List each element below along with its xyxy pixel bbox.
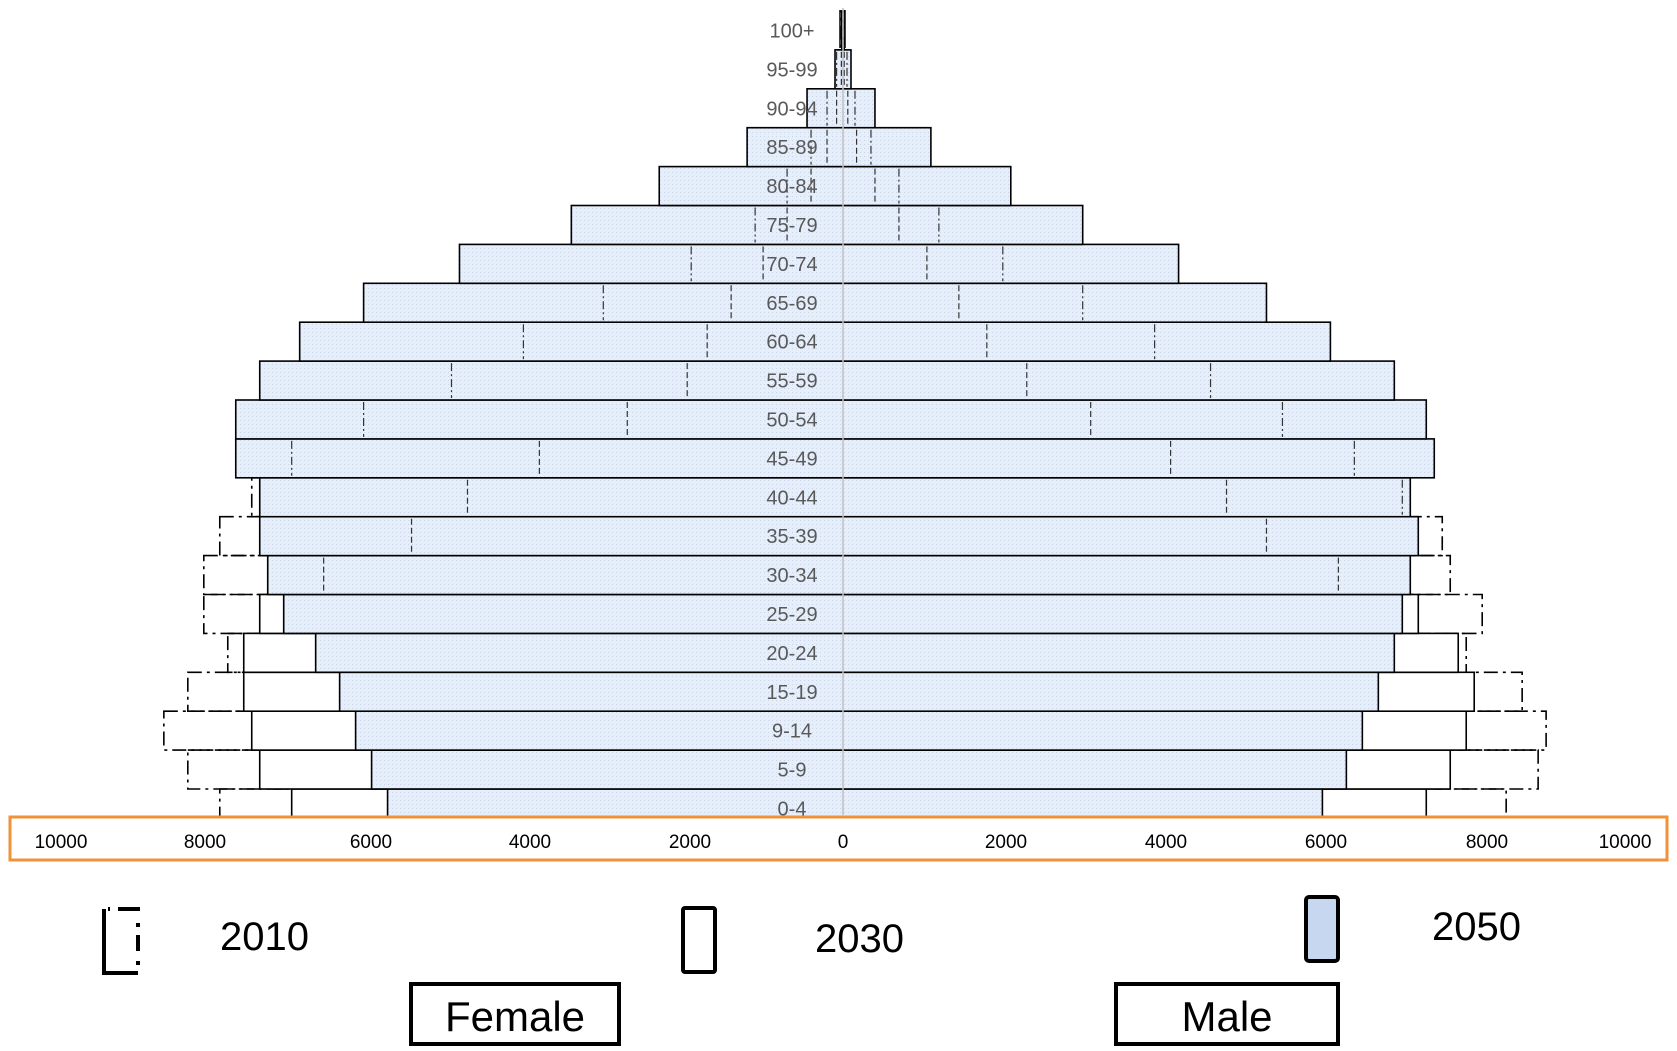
age-label-20-24: 20-24 [766, 643, 817, 665]
x-tick-label-9: 8000 [1466, 832, 1508, 853]
x-tick-label-1: 8000 [184, 832, 226, 853]
male-label: Male [1114, 982, 1340, 1046]
age-label-15-19: 15-19 [766, 682, 817, 704]
legend-label-2030: 2030 [815, 917, 904, 961]
age-label-75-79: 75-79 [766, 215, 817, 237]
age-label-45-49: 45-49 [766, 448, 817, 470]
age-label-50-54: 50-54 [766, 409, 817, 431]
legend-swatch-2010 [102, 907, 140, 975]
age-label-35-39: 35-39 [766, 526, 817, 548]
legend-label-2010: 2010 [220, 915, 309, 959]
bar-2050-50-54 [234, 399, 1428, 440]
x-tick-label-7: 4000 [1145, 832, 1187, 853]
female-label: Female [409, 982, 621, 1046]
bar-2050-65-69 [362, 282, 1268, 323]
series-2050-layer [234, 10, 1436, 829]
bar-2050-35-39 [258, 515, 1420, 557]
age-label-0-4: 0-4 [778, 798, 807, 820]
age-label-30-34: 30-34 [766, 565, 817, 587]
bar-2050-15-19 [338, 671, 1380, 712]
age-label-85-89: 85-89 [766, 137, 817, 159]
x-tick-label-3: 4000 [509, 832, 551, 853]
bar-2050-30-34 [266, 554, 1412, 596]
legend-label-2050: 2050 [1432, 905, 1521, 949]
center-axis-layer [839, 8, 846, 815]
age-labels-layer: 0-4 5-9 9-14 15-19 20-24 25-29 30-34 35-39 40-44… [766, 20, 817, 820]
age-label-65-69: 65-69 [766, 293, 817, 315]
bar-2050-9-14 [354, 710, 1364, 751]
age-label-95-99: 95-99 [766, 59, 817, 81]
x-tick-label-0: 10000 [35, 832, 88, 853]
age-label-60-64: 60-64 [766, 332, 817, 354]
x-tick-label-10: 10000 [1599, 832, 1652, 853]
x-tick-label-2: 6000 [350, 832, 392, 853]
bar-2010-0-4 [218, 788, 1507, 829]
bar-2050-80-84 [658, 165, 1012, 207]
x-axis-highlight-box [8, 815, 1669, 862]
bar-2050-55-59 [258, 360, 1396, 401]
bar-2050-5-9 [370, 749, 1348, 790]
age-label-55-59: 55-59 [766, 371, 817, 393]
x-tick-label-4: 2000 [669, 832, 711, 853]
age-label-70-74: 70-74 [766, 254, 817, 276]
age-label-90-94: 90-94 [766, 98, 817, 120]
x-tick-label-6: 2000 [985, 832, 1027, 853]
bar-2050-70-74 [458, 243, 1180, 285]
age-label-9-14: 9-14 [772, 721, 812, 743]
x-tick-label-5: 0 [838, 832, 849, 853]
age-label-25-29: 25-29 [766, 604, 817, 626]
bar-2050-45-49 [234, 438, 1436, 479]
age-label-80-84: 80-84 [766, 176, 817, 198]
age-label-5-9: 5-9 [778, 760, 807, 782]
bar-2050-40-44 [258, 476, 1412, 518]
bar-2050-20-24 [314, 632, 1396, 674]
bar-2050-85-89 [746, 126, 932, 168]
legend-swatch-2050 [1304, 895, 1340, 963]
axis-band [0, 816, 1677, 876]
age-label-40-44: 40-44 [766, 487, 817, 509]
bar-2050-75-79 [570, 204, 1084, 246]
legend-swatch-2030 [681, 906, 717, 974]
age-label-100+: 100+ [769, 20, 814, 42]
x-axis-layer: 10000 8000 6000 4000 2000 0 2000 4000 6000 8000 10… [0, 815, 1677, 876]
bar-2050-60-64 [298, 321, 1332, 362]
x-tick-label-8: 6000 [1305, 832, 1347, 853]
